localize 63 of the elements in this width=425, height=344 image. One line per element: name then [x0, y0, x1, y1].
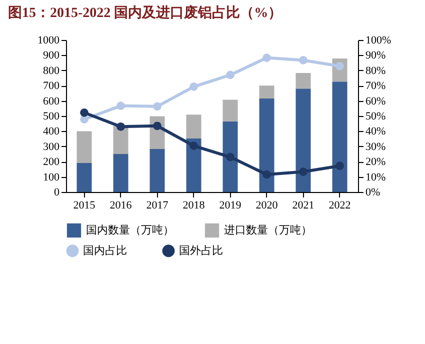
point: [80, 108, 88, 117]
bar: [113, 154, 128, 192]
point: [336, 162, 344, 170]
y2-tick-label: 60%: [366, 95, 386, 108]
legend-label: 进口数量（万吨）: [224, 223, 312, 236]
point: [226, 70, 234, 80]
y-tick-label: 300: [43, 140, 60, 153]
x-tick-label: 2019: [219, 200, 242, 212]
y2-tick-label: 20%: [366, 156, 386, 168]
x-tick-label: 2021: [292, 200, 314, 212]
legend-label: 国内占比: [83, 244, 127, 257]
bar: [296, 72, 311, 89]
bar: [222, 100, 238, 122]
point: [262, 170, 271, 179]
point: [116, 102, 125, 110]
y2-tick-label: 100%: [366, 34, 392, 46]
x-tick-label: 2020: [256, 200, 278, 212]
bar: [259, 86, 274, 99]
y-tick-label: 700: [43, 80, 60, 92]
bar: [150, 148, 165, 192]
point: [153, 102, 162, 111]
bar: [113, 126, 128, 154]
bar: [296, 88, 311, 192]
y-tick-label: 100: [43, 171, 60, 184]
y-tick-label: 0: [54, 186, 60, 198]
x-tick-label: 2022: [328, 200, 351, 212]
y2-tick-label: 10%: [366, 171, 386, 184]
y2-tick-label: 0%: [366, 186, 380, 198]
bar: [186, 114, 202, 138]
point: [262, 54, 271, 62]
bar: [186, 138, 202, 192]
legend-label: 国外占比: [179, 244, 223, 257]
y-tick-label: 900: [43, 50, 60, 62]
chart-title: 图15：2015-2022 国内及进口废铝占比（%）: [8, 4, 282, 21]
point: [190, 82, 198, 91]
x-tick-label: 2016: [110, 200, 132, 212]
bar: [332, 82, 348, 192]
bar: [259, 98, 274, 192]
y2-tick-label: 50%: [366, 110, 386, 122]
y-tick-label: 1000: [38, 34, 60, 46]
point: [153, 122, 162, 130]
bar: [76, 131, 92, 163]
point: [299, 168, 308, 176]
point: [226, 152, 234, 162]
y2-tick-label: 30%: [366, 140, 386, 153]
y2-tick-label: 90%: [366, 50, 386, 62]
x-tick-label: 2015: [73, 200, 96, 212]
bar: [222, 121, 238, 192]
legend-label: 国内数量（万吨）: [86, 223, 174, 236]
y-tick-label: 800: [43, 64, 60, 77]
x-tick-label: 2018: [182, 200, 206, 212]
point: [190, 142, 198, 150]
x-tick-label: 2017: [146, 200, 169, 212]
point: [116, 122, 125, 131]
bar: [76, 162, 92, 192]
y2-tick-label: 80%: [366, 64, 386, 77]
y-tick-label: 400: [43, 126, 60, 138]
y2-tick-label: 40%: [366, 126, 386, 138]
y-tick-label: 600: [43, 95, 60, 108]
y-tick-label: 500: [43, 110, 60, 122]
y-tick-label: 200: [43, 156, 60, 168]
point: [299, 56, 308, 64]
y2-tick-label: 70%: [366, 80, 386, 92]
